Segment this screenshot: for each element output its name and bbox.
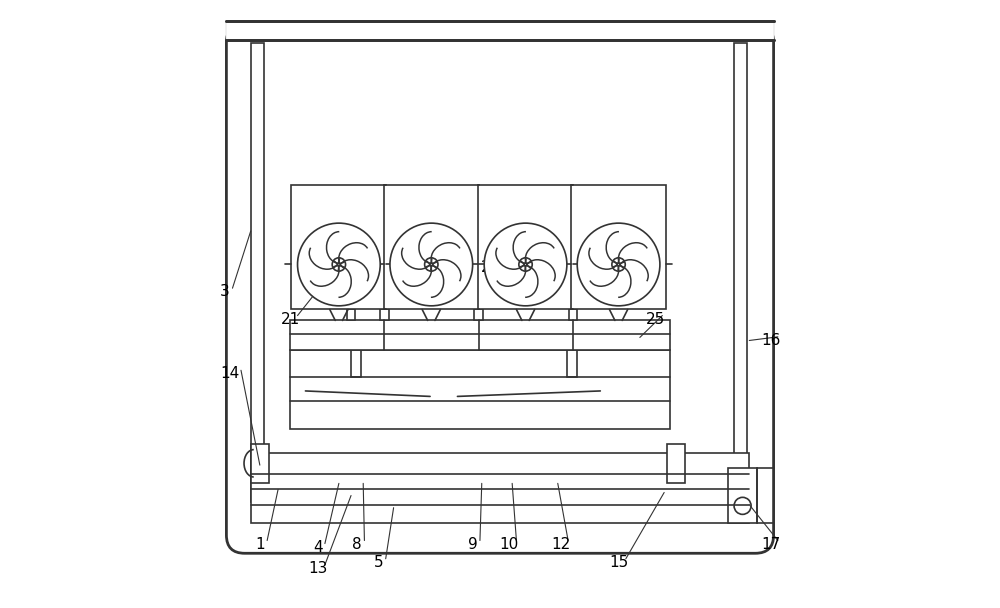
Text: 14: 14 bbox=[220, 367, 239, 381]
Text: 23: 23 bbox=[305, 263, 324, 278]
Text: 20: 20 bbox=[481, 260, 501, 275]
Text: 18: 18 bbox=[585, 269, 604, 284]
Circle shape bbox=[332, 258, 346, 271]
Text: 19: 19 bbox=[542, 263, 561, 278]
Bar bbox=[384, 185, 479, 309]
Text: 4: 4 bbox=[313, 540, 322, 554]
Bar bbox=[478, 185, 573, 309]
Bar bbox=[251, 444, 269, 483]
Circle shape bbox=[612, 258, 625, 271]
Text: 3: 3 bbox=[220, 285, 230, 299]
Bar bbox=[667, 444, 685, 483]
Bar bbox=[347, 309, 355, 320]
Text: 22: 22 bbox=[405, 257, 425, 272]
Text: 9: 9 bbox=[468, 537, 478, 551]
Text: 24: 24 bbox=[317, 245, 336, 260]
Bar bbox=[251, 453, 749, 523]
Bar bbox=[380, 309, 389, 320]
Text: 13: 13 bbox=[308, 561, 327, 576]
Circle shape bbox=[390, 223, 473, 306]
Text: 1: 1 bbox=[255, 537, 265, 551]
Circle shape bbox=[519, 258, 532, 271]
Circle shape bbox=[577, 223, 660, 306]
Text: 16: 16 bbox=[761, 333, 780, 348]
Bar bbox=[474, 309, 483, 320]
Circle shape bbox=[425, 258, 438, 271]
Text: 8: 8 bbox=[352, 537, 362, 551]
Bar bbox=[734, 43, 747, 502]
Bar bbox=[291, 185, 386, 309]
Text: 12: 12 bbox=[551, 537, 570, 551]
Bar bbox=[251, 43, 264, 502]
Bar bbox=[569, 309, 577, 320]
Bar bbox=[728, 468, 757, 523]
Bar bbox=[290, 320, 670, 350]
Text: 10: 10 bbox=[499, 537, 519, 551]
Bar bbox=[351, 350, 361, 377]
Text: 5: 5 bbox=[374, 555, 383, 570]
Bar bbox=[226, 21, 774, 40]
Bar bbox=[290, 350, 670, 429]
Circle shape bbox=[484, 223, 567, 306]
Text: 15: 15 bbox=[609, 555, 628, 570]
Circle shape bbox=[298, 223, 380, 306]
Bar bbox=[571, 185, 666, 309]
Text: 17: 17 bbox=[761, 537, 780, 551]
Text: 21: 21 bbox=[281, 312, 300, 326]
Text: 25: 25 bbox=[645, 312, 665, 326]
Circle shape bbox=[734, 497, 751, 514]
Bar bbox=[567, 350, 577, 377]
